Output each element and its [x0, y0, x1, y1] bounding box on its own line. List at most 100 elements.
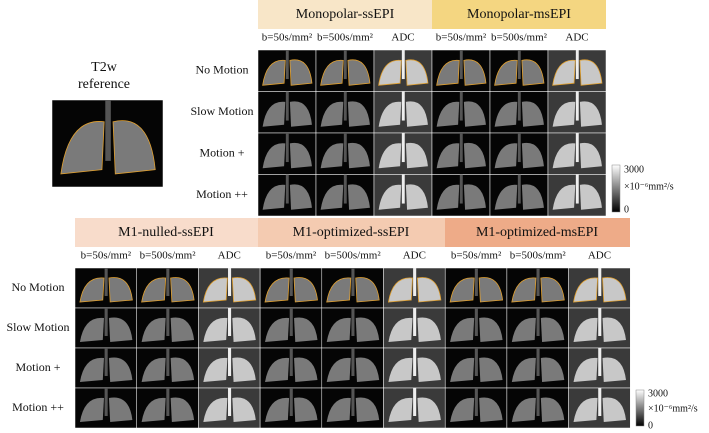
- lung-lobe: [262, 143, 286, 169]
- lung-lobe: [347, 59, 371, 86]
- lung-lobe: [141, 277, 167, 303]
- lung-lobe: [294, 397, 318, 422]
- column-label: b=500s/mm²: [140, 250, 197, 262]
- trachea: [459, 174, 463, 204]
- trachea: [351, 348, 355, 376]
- lung-lobe: [573, 277, 599, 303]
- lung-lobe: [232, 357, 256, 382]
- lung-lobe: [463, 101, 486, 127]
- lung-lobe: [511, 397, 536, 422]
- trachea: [575, 50, 579, 80]
- lung-lobe: [417, 317, 441, 342]
- header: Monopolar-ssEPI: [296, 7, 395, 22]
- trachea: [517, 91, 521, 121]
- lung-lobe: [478, 277, 504, 303]
- column-label: b=500s/mm²: [325, 250, 382, 262]
- lung-lobe: [573, 317, 598, 342]
- lung-lobe: [511, 357, 536, 382]
- lung-lobe: [494, 184, 518, 210]
- column-label: b=500s/mm²: [510, 250, 567, 262]
- trachea: [575, 91, 579, 121]
- trachea: [104, 348, 108, 376]
- trachea: [228, 268, 232, 296]
- trachea: [401, 174, 405, 204]
- lung-lobe: [463, 142, 486, 169]
- lung-lobe: [378, 184, 402, 210]
- lung-lobe: [494, 101, 518, 127]
- lung-lobe: [347, 101, 370, 127]
- trachea: [517, 174, 521, 204]
- trachea: [413, 268, 417, 296]
- trachea: [166, 388, 170, 416]
- trachea: [343, 50, 347, 80]
- lung-lobe: [355, 317, 380, 342]
- header-bg: [258, 218, 445, 247]
- lung-lobe: [289, 184, 312, 210]
- lung-lobe: [265, 317, 290, 342]
- lung-lobe: [232, 397, 256, 422]
- header: M1-optimized-msEPI: [476, 225, 598, 240]
- row-label: Slow Motion: [6, 320, 69, 334]
- lung-lobe: [320, 59, 344, 86]
- column-label: ADC: [391, 32, 414, 44]
- colorbar-unit: ×10⁻⁶mm²/s: [624, 181, 674, 192]
- lung-lobe: [170, 357, 195, 382]
- trachea: [351, 268, 355, 296]
- lung-lobe: [449, 277, 475, 303]
- trachea: [228, 308, 232, 336]
- lung-lobe: [521, 142, 544, 169]
- trachea: [598, 388, 602, 416]
- trachea: [285, 91, 289, 121]
- lung-lobe: [60, 121, 105, 175]
- row-label: No Motion: [195, 63, 248, 77]
- lung-lobe: [511, 277, 537, 303]
- colorbar: [611, 164, 621, 213]
- trachea: [104, 268, 108, 296]
- lung-lobe: [463, 184, 486, 210]
- lung-lobe: [293, 277, 318, 303]
- lung-lobe: [294, 317, 318, 342]
- trachea: [536, 348, 540, 376]
- lung-lobe: [388, 317, 413, 342]
- lung-lobe: [494, 143, 518, 169]
- lung-lobe: [264, 277, 290, 303]
- header-bg: [432, 0, 606, 29]
- trachea: [474, 388, 478, 416]
- row-label: No Motion: [11, 280, 64, 294]
- lung-lobe: [262, 184, 286, 210]
- trachea: [104, 388, 108, 416]
- column-label: b=50s/mm²: [266, 250, 317, 262]
- trachea: [474, 268, 478, 296]
- lung-lobe: [417, 397, 441, 422]
- lung-lobe: [231, 277, 257, 303]
- trachea: [351, 388, 355, 416]
- column-label: b=50s/mm²: [451, 250, 502, 262]
- lung-lobe: [320, 143, 344, 169]
- lung-lobe: [417, 357, 441, 382]
- trachea: [474, 308, 478, 336]
- lung-lobe: [347, 184, 370, 210]
- lung-lobe: [232, 317, 256, 342]
- row-label: Slow Motion: [190, 104, 253, 118]
- lung-lobe: [479, 317, 503, 342]
- colorbar-min: 0: [624, 204, 629, 215]
- lung-lobe: [388, 357, 413, 382]
- lung-lobe: [552, 59, 576, 86]
- trachea: [401, 50, 405, 80]
- colorbar-max: 3000: [648, 388, 668, 399]
- trachea: [517, 133, 521, 163]
- column-label: b=50s/mm²: [81, 250, 132, 262]
- lung-lobe: [602, 357, 626, 382]
- lung-lobe: [79, 317, 104, 342]
- trachea: [536, 388, 540, 416]
- lung-lobe: [573, 357, 598, 382]
- lung-lobe: [378, 143, 402, 169]
- trachea: [228, 348, 232, 376]
- lung-lobe: [262, 101, 286, 127]
- lung-lobe: [573, 397, 598, 422]
- lung-lobe: [79, 277, 105, 303]
- lung-lobe: [108, 317, 133, 342]
- column-label: ADC: [403, 250, 426, 262]
- lung-lobe: [202, 277, 228, 303]
- lung-lobe: [326, 397, 351, 422]
